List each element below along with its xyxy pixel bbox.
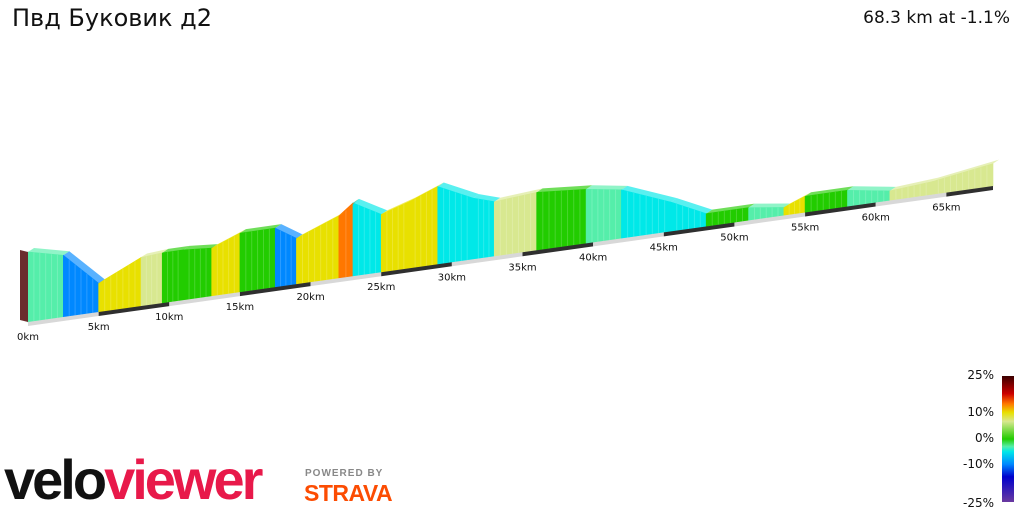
profile-top-strip [586,185,628,190]
distance-band [98,302,170,317]
page-title: Пвд Буковик д2 [12,4,212,32]
x-tick-label: 10km [155,312,183,323]
distance-band [663,222,735,237]
distance-band [946,186,993,197]
distance-band [593,232,664,247]
profile-segments [20,163,994,323]
distance-band [805,202,876,217]
profile-top-strip [63,251,105,284]
distance-band [522,242,594,257]
powered-by-label: POWERED BY [305,468,384,479]
profile-segment [352,202,382,277]
legend-label-0: 0% [974,431,994,445]
x-tick-label: 55km [791,222,819,233]
profile-top-strip [437,182,480,199]
x-tick-label: 5km [88,322,110,333]
legend-label-minus10: -10% [962,457,994,471]
elevation-profile-chart: 0km 5km 10km 15km 20km 25km 30km 35km 40km 45km 50… [17,159,999,343]
x-tick-label: 50km [720,232,748,243]
profile-top-strip [183,244,218,250]
distance-band [239,282,311,297]
profile-top-strip [536,185,593,193]
x-tick-label: 65km [932,203,960,214]
profile-top-strip [847,186,896,191]
profile-top-strip [28,248,70,256]
legend-label-25: 25% [967,368,994,382]
distance-band [310,272,382,287]
profile-top-strip [670,198,713,214]
x-tick-label: 45km [650,242,678,253]
route-summary: 68.3 km at -1.1% [863,8,1010,28]
profile-start-cap [20,250,28,322]
distance-band [734,212,806,227]
legend-label-minus25: -25% [962,496,994,510]
profile-top-strip [783,192,812,208]
profile-top-strip [381,197,416,215]
profile-top-strip [409,182,444,202]
x-tick-label: 0km [17,332,39,343]
profile-top-strip [706,203,755,214]
x-tick-label: 30km [438,272,466,283]
x-tick-label: 20km [296,292,324,303]
profile-top-strip [296,211,345,239]
distance-band [451,252,523,267]
gradient-color-scale [1002,376,1014,502]
distance-axis: 0km 5km 10km 15km 20km 25km 30km 35km 40km 45km 50… [17,186,993,343]
profile-top-strip [932,159,999,182]
x-tick-label: 35km [508,262,536,273]
gradient-legend: 25% 10% 0% -10% -25% [950,368,1020,510]
distance-band [875,192,947,207]
distance-band [28,312,99,326]
profile-top-strip [494,188,543,202]
logo-velo: velo [4,448,107,511]
profile-top-strip [275,224,303,239]
profile-segment [211,232,241,297]
x-tick-label: 25km [367,282,395,293]
x-tick-label: 15km [226,302,254,313]
profile-segment [183,247,212,301]
veloviewer-logo: veloviewer [4,450,294,510]
profile-top-strip [621,185,677,203]
profile-top-strip [352,198,388,215]
x-tick-label: 40km [579,252,607,263]
distance-band [381,262,452,277]
profile-top-strip [98,253,148,284]
profile-top-strip [473,194,501,202]
distance-band [169,292,240,307]
profile-top-strip [162,245,190,253]
profile-top-strip [239,224,282,234]
profile-top-strip [805,186,854,197]
profile-top-strip [748,203,790,208]
x-tick-label: 60km [862,213,890,224]
logo-viewer: viewer [104,448,263,511]
strava-logo: STRAVA [304,480,393,506]
profile-top-strip [141,248,169,258]
profile-top-surface [28,159,999,284]
profile-top-strip [211,229,246,249]
legend-label-10: 10% [967,405,994,419]
profile-top-strip [889,177,939,191]
